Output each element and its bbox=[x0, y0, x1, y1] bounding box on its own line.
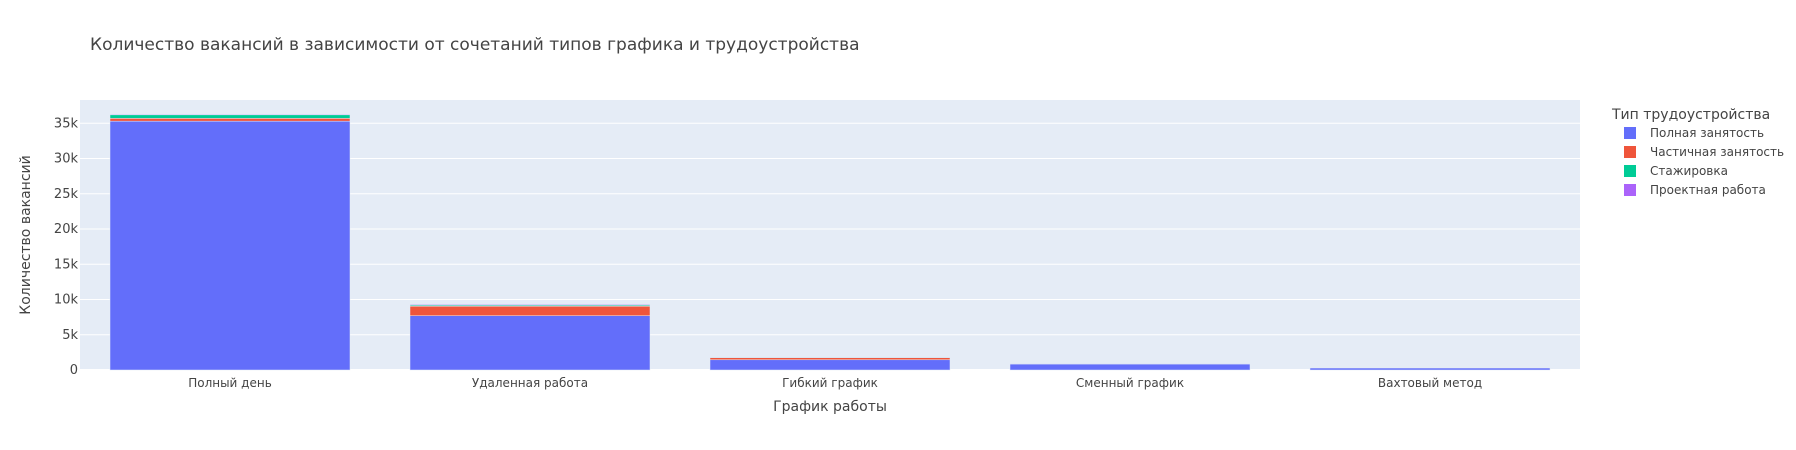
x-tick-label: Сменный график bbox=[1076, 376, 1184, 390]
legend-swatch bbox=[1624, 165, 1636, 177]
y-tick-labels: 0 5k 10k 15k 20k 25k 30k 35k bbox=[54, 116, 79, 378]
y-tick-label: 35k bbox=[54, 116, 79, 131]
bar-segment[interactable] bbox=[1009, 363, 1251, 371]
y-tick-label: 10k bbox=[54, 293, 79, 308]
bar-segment[interactable] bbox=[709, 359, 951, 371]
y-tick-label: 0 bbox=[70, 363, 78, 378]
y-tick-label: 25k bbox=[54, 187, 79, 202]
y-axis-label: Количество вакансий bbox=[18, 155, 34, 314]
legend-label: Стажировка bbox=[1650, 164, 1728, 178]
bar-segment[interactable] bbox=[109, 120, 351, 371]
bars bbox=[109, 113, 1551, 371]
legend-swatch bbox=[1624, 127, 1636, 139]
y-tick-label: 20k bbox=[54, 222, 79, 237]
legend[interactable]: Тип трудоустройства Полная занятость Част… bbox=[1611, 107, 1784, 197]
x-tick-labels: Полный день Удаленная работа Гибкий график… bbox=[188, 376, 1482, 390]
x-axis-label: График работы bbox=[773, 399, 887, 415]
bar-segment[interactable] bbox=[409, 304, 651, 306]
legend-item[interactable]: Частичная занятость bbox=[1624, 145, 1784, 159]
bar-segment[interactable] bbox=[1309, 367, 1551, 371]
bar-segment[interactable] bbox=[109, 113, 351, 116]
legend-label: Полная занятость bbox=[1650, 126, 1764, 140]
y-tick-label: 30k bbox=[54, 152, 79, 167]
bar-segment[interactable] bbox=[409, 315, 651, 371]
bar-segment[interactable] bbox=[709, 357, 951, 361]
legend-item[interactable]: Стажировка bbox=[1624, 164, 1728, 178]
legend-label: Частичная занятость bbox=[1650, 145, 1784, 159]
legend-item[interactable]: Полная занятость bbox=[1624, 126, 1764, 140]
legend-item[interactable]: Проектная работа bbox=[1624, 183, 1766, 197]
legend-title: Тип трудоустройства bbox=[1611, 107, 1770, 123]
x-tick-label: Удаленная работа bbox=[472, 376, 588, 390]
chart-title: Количество вакансий в зависимости от соч… bbox=[90, 35, 860, 55]
legend-swatch bbox=[1624, 184, 1636, 196]
y-tick-label: 5k bbox=[62, 328, 78, 343]
x-tick-label: Полный день bbox=[188, 376, 272, 390]
x-tick-label: Вахтовый метод bbox=[1378, 376, 1482, 390]
y-tick-label: 15k bbox=[54, 257, 79, 272]
bar-segment[interactable] bbox=[109, 118, 351, 122]
legend-swatch bbox=[1624, 146, 1636, 158]
x-tick-label: Гибкий график bbox=[782, 376, 878, 390]
bar-segment[interactable] bbox=[409, 305, 651, 316]
bar-segment[interactable] bbox=[109, 114, 351, 119]
legend-label: Проектная работа bbox=[1650, 183, 1766, 197]
